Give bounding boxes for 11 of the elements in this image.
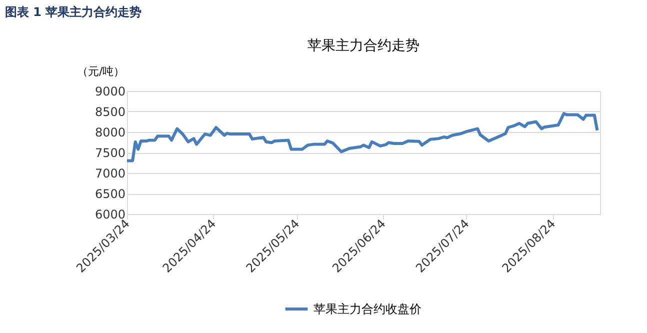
line-series [126, 112, 599, 162]
y-tick-label: 6500 [94, 187, 126, 201]
y-tick-label: 7000 [94, 166, 126, 180]
y-axis-title: （元/吨） [77, 65, 125, 78]
y-tick-label: 8500 [94, 105, 126, 119]
y-tick-label: 7500 [94, 146, 126, 160]
y-tick-label: 9000 [94, 84, 126, 98]
text: 图表 1 苹果主力合约走势 [5, 5, 142, 19]
chart-title: 苹果主力合约走势 [308, 38, 420, 54]
y-tick-label: 8000 [94, 126, 126, 140]
legend-label: 苹果主力合约收盘价 [314, 302, 422, 316]
